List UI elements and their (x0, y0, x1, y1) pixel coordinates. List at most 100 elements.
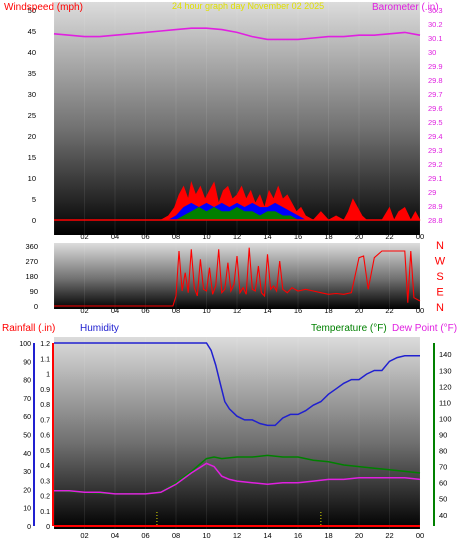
wind-direction-line (54, 247, 421, 307)
wind-y-tick-label: 45 (28, 27, 36, 36)
direction-y-tick-label: 270 (25, 257, 38, 266)
humidity-y-tick-label: 70 (23, 396, 31, 403)
barometer-y-tick-label: 29.7 (428, 90, 443, 99)
temperature-axis-title: Temperature (°F) (311, 323, 387, 334)
wind-y-tick-label: 30 (28, 90, 36, 99)
temperature-y-tick-label: 60 (439, 479, 447, 488)
humidity-y-tick-label: 100 (19, 341, 31, 348)
temperature-y-tick-label: 110 (439, 398, 451, 407)
rainfall-y-tick-label: 0.9 (40, 387, 50, 394)
direction-x-tick-label: 22 (385, 306, 393, 315)
wind-x-tick-label: 16 (294, 232, 302, 241)
barometer-y-tick-label: 29.8 (428, 76, 443, 85)
climate-x-tick-label: 14 (263, 531, 271, 540)
direction-x-tick-label: 08 (172, 306, 180, 315)
direction-x-tick-label: 04 (111, 306, 119, 315)
rainfall-y-tick-label: 0.5 (40, 448, 50, 455)
direction-panel-area (54, 243, 420, 309)
barometer-y-tick-label: 30.3 (428, 6, 443, 15)
humidity-y-tick-label: 30 (23, 469, 31, 476)
rainfall-y-tick-label: 0.1 (40, 509, 50, 516)
wind-x-tick-label: 22 (385, 232, 393, 241)
climate-x-tick-label: 18 (324, 531, 332, 540)
climate-x-tick-label: 02 (80, 531, 88, 540)
wind-y-tick-label: 25 (28, 111, 36, 120)
humidity-y-tick-label: 20 (23, 487, 31, 494)
rainfall-y-tick-label: 0.8 (40, 402, 50, 409)
rainfall-y-tick-label: 0.7 (40, 417, 50, 424)
wind-x-tick-label: 02 (80, 232, 88, 241)
climate-panel-area (54, 337, 420, 529)
climate-x-tick-label: 22 (385, 531, 393, 540)
wind-y-tick-label: 40 (28, 48, 36, 57)
barometer-y-tick-label: 29.1 (428, 174, 443, 183)
barometer-y-tick-label: 29 (428, 188, 436, 197)
wind-y-tick-label: 35 (28, 69, 36, 78)
barometer-y-tick-label: 30 (428, 48, 436, 57)
direction-letter-label: S (436, 271, 443, 283)
direction-letter-label: E (436, 287, 443, 299)
dew-point-line (54, 462, 421, 495)
temperature-y-tick-label: 130 (439, 366, 452, 375)
wind-x-tick-label: 04 (111, 232, 119, 241)
climate-x-tick-label: 00 (416, 531, 424, 540)
barometer-y-tick-label: 29.2 (428, 160, 443, 169)
temperature-y-tick-label: 50 (439, 495, 447, 504)
wind-x-tick-label: 06 (141, 232, 149, 241)
direction-letter-label: N (436, 302, 444, 314)
wind-y-tick-label: 5 (32, 195, 36, 204)
chart-title: 24 hour graph day November 02 2025 (172, 1, 324, 11)
wind-y-tick-label: 50 (28, 6, 36, 15)
temperature-y-tick-label: 140 (439, 350, 452, 359)
temperature-y-tick-label: 80 (439, 447, 447, 456)
direction-x-tick-label: 16 (294, 306, 302, 315)
dew-point-axis-title: Dew Point (°F) (392, 323, 457, 334)
climate-x-tick-label: 08 (172, 531, 180, 540)
rainfall-y-tick-label: 1.2 (40, 341, 50, 348)
direction-letter-label: W (435, 256, 446, 268)
direction-y-tick-label: 90 (30, 287, 38, 296)
humidity-y-tick-label: 80 (23, 378, 31, 385)
direction-y-tick-label: 180 (25, 272, 38, 281)
temperature-y-tick-label: 70 (439, 463, 447, 472)
direction-y-tick-label: 0 (34, 302, 38, 311)
rainfall-y-tick-label: 1 (46, 372, 50, 379)
wind-x-tick-label: 08 (172, 232, 180, 241)
direction-x-tick-label: 12 (233, 306, 241, 315)
wind-x-tick-label: 20 (355, 232, 363, 241)
humidity-y-tick-label: 50 (23, 433, 31, 440)
barometer-y-tick-label: 29.4 (428, 132, 443, 141)
wind-y-tick-label: 20 (28, 132, 36, 141)
direction-x-tick-label: 00 (416, 306, 424, 315)
humidity-y-tick-label: 0 (27, 524, 31, 531)
barometer-y-tick-label: 29.5 (428, 118, 443, 127)
direction-x-tick-label: 10 (202, 306, 210, 315)
rainfall-y-tick-label: 0.2 (40, 494, 50, 501)
wind-x-tick-label: 00 (416, 232, 424, 241)
rainfall-y-tick-label: 0.6 (40, 433, 50, 440)
direction-x-tick-label: 02 (80, 306, 88, 315)
temperature-y-tick-label: 40 (439, 511, 447, 520)
humidity-y-tick-label: 90 (23, 359, 31, 366)
direction-x-tick-label: 20 (355, 306, 363, 315)
temperature-y-tick-label: 120 (439, 382, 452, 391)
wind-x-tick-label: 14 (263, 232, 271, 241)
humidity-axis-title: Humidity (80, 323, 119, 334)
barometer-y-axis-title: Barometer (.in) (372, 2, 439, 13)
rainfall-y-tick-label: 1.1 (40, 356, 50, 363)
rainfall-axis-title: Rainfall (.in) (2, 323, 55, 334)
direction-x-tick-label: 18 (324, 306, 332, 315)
climate-x-tick-label: 04 (111, 531, 119, 540)
temperature-y-tick-label: 90 (439, 431, 447, 440)
rainfall-y-tick-label: 0 (46, 524, 50, 531)
humidity-y-tick-label: 60 (23, 414, 31, 421)
wind-y-tick-label: 10 (28, 174, 36, 183)
barometer-y-tick-label: 29.6 (428, 104, 443, 113)
rainfall-y-tick-label: 0.3 (40, 478, 50, 485)
climate-x-tick-label: 20 (355, 531, 363, 540)
direction-x-tick-label: 06 (141, 306, 149, 315)
climate-x-tick-label: 12 (233, 531, 241, 540)
wind-y-axis-title: Windspeed (mph) (4, 2, 83, 13)
direction-y-tick-label: 360 (25, 242, 38, 251)
